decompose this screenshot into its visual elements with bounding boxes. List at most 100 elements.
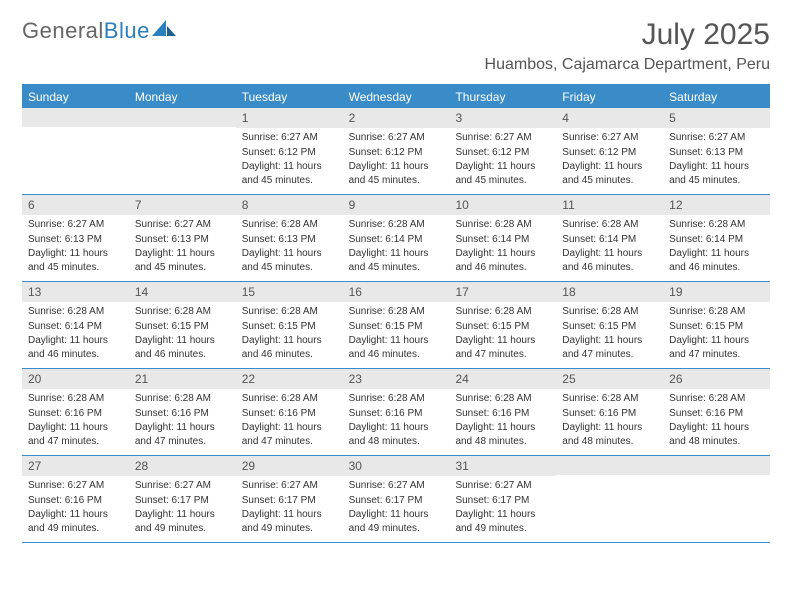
day-cell: 8Sunrise: 6:28 AMSunset: 6:13 PMDaylight… bbox=[236, 195, 343, 281]
day-cell: 19Sunrise: 6:28 AMSunset: 6:15 PMDayligh… bbox=[663, 282, 770, 368]
sunrise-line: Sunrise: 6:28 AM bbox=[455, 392, 550, 406]
day-cell: 18 Sunrise: 6:28 AMSunset: 6:15 PMDayligh… bbox=[556, 282, 663, 368]
sunset-line: Sunset: 6:15 PM bbox=[669, 320, 764, 334]
day-number: 18 bbox=[556, 282, 663, 302]
sunset-line: Sunset: 6:14 PM bbox=[669, 233, 764, 247]
day-number: 26 bbox=[663, 369, 770, 389]
day-info: Sunrise: 6:27 AMSunset: 6:12 PMDaylight:… bbox=[556, 131, 663, 187]
sunrise-line: Sunrise: 6:28 AM bbox=[455, 218, 550, 232]
day-info: Sunrise: 6:28 AMSunset: 6:15 PMDaylight:… bbox=[663, 305, 770, 361]
sunset-line: Sunset: 6:16 PM bbox=[349, 407, 444, 421]
sunset-line: Sunset: 6:17 PM bbox=[455, 494, 550, 508]
day-cell: 23 Sunrise: 6:28 AMSunset: 6:16 PMDayligh… bbox=[343, 369, 450, 455]
sunrise-line: Sunrise: 6:28 AM bbox=[135, 305, 230, 319]
calendar-body: 1Sunrise: 6:27 AMSunset: 6:12 PMDaylight… bbox=[22, 108, 770, 543]
calendar: SundayMondayTuesdayWednesdayThursdayFrid… bbox=[22, 84, 770, 543]
daylight-line: Daylight: 11 hours and 45 minutes. bbox=[242, 247, 337, 274]
day-number: 12 bbox=[663, 195, 770, 215]
day-cell: 5 Sunrise: 6:27 AMSunset: 6:13 PMDaylight… bbox=[663, 108, 770, 194]
daylight-line: Daylight: 11 hours and 45 minutes. bbox=[135, 247, 230, 274]
weekday-header: Thursday bbox=[449, 86, 556, 108]
day-number: 23 bbox=[343, 369, 450, 389]
daylight-line: Daylight: 11 hours and 47 minutes. bbox=[562, 334, 657, 361]
sunrise-line: Sunrise: 6:28 AM bbox=[562, 305, 657, 319]
day-cell: 15 Sunrise: 6:28 AMSunset: 6:15 PMDayligh… bbox=[236, 282, 343, 368]
sunrise-line: Sunrise: 6:28 AM bbox=[455, 305, 550, 319]
daylight-line: Daylight: 11 hours and 46 minutes. bbox=[455, 247, 550, 274]
day-cell: 6Sunrise: 6:27 AMSunset: 6:13 PMDaylight… bbox=[22, 195, 129, 281]
day-cell: 14Sunrise: 6:28 AMSunset: 6:15 PMDayligh… bbox=[129, 282, 236, 368]
day-number: 16 bbox=[343, 282, 450, 302]
day-number: 27 bbox=[22, 456, 129, 476]
daylight-line: Daylight: 11 hours and 47 minutes. bbox=[669, 334, 764, 361]
weekday-header: Saturday bbox=[663, 86, 770, 108]
sunset-line: Sunset: 6:15 PM bbox=[562, 320, 657, 334]
sunrise-line: Sunrise: 6:27 AM bbox=[135, 479, 230, 493]
sunset-line: Sunset: 6:13 PM bbox=[28, 233, 123, 247]
sunset-line: Sunset: 6:16 PM bbox=[242, 407, 337, 421]
day-number: 15 bbox=[236, 282, 343, 302]
day-info: Sunrise: 6:27 AMSunset: 6:13 PMDaylight:… bbox=[663, 131, 770, 187]
sunset-line: Sunset: 6:12 PM bbox=[455, 146, 550, 160]
sunset-line: Sunset: 6:14 PM bbox=[562, 233, 657, 247]
day-number: 14 bbox=[129, 282, 236, 302]
day-info: Sunrise: 6:27 AMSunset: 6:13 PMDaylight:… bbox=[129, 218, 236, 274]
daylight-line: Daylight: 11 hours and 45 minutes. bbox=[455, 160, 550, 187]
weekday-header: Sunday bbox=[22, 86, 129, 108]
sunset-line: Sunset: 6:12 PM bbox=[562, 146, 657, 160]
day-cell: 20 Sunrise: 6:28 AMSunset: 6:16 PMDayligh… bbox=[22, 369, 129, 455]
day-number: 5 bbox=[663, 108, 770, 128]
day-info: Sunrise: 6:28 AMSunset: 6:15 PMDaylight:… bbox=[449, 305, 556, 361]
weekday-header: Tuesday bbox=[236, 86, 343, 108]
day-info: Sunrise: 6:28 AMSunset: 6:15 PMDaylight:… bbox=[236, 305, 343, 361]
day-cell: 3Sunrise: 6:27 AMSunset: 6:12 PMDaylight… bbox=[449, 108, 556, 194]
sunrise-line: Sunrise: 6:28 AM bbox=[669, 305, 764, 319]
sunset-line: Sunset: 6:16 PM bbox=[562, 407, 657, 421]
brand-part1: General bbox=[22, 18, 104, 44]
daylight-line: Daylight: 11 hours and 48 minutes. bbox=[669, 421, 764, 448]
day-cell: 7Sunrise: 6:27 AMSunset: 6:13 PMDaylight… bbox=[129, 195, 236, 281]
day-cell: 29Sunrise: 6:27 AMSunset: 6:17 PMDayligh… bbox=[236, 456, 343, 542]
day-number: 22 bbox=[236, 369, 343, 389]
day-cell bbox=[129, 108, 236, 194]
day-number: 6 bbox=[22, 195, 129, 215]
day-info: Sunrise: 6:28 AMSunset: 6:16 PMDaylight:… bbox=[343, 392, 450, 448]
day-cell bbox=[22, 108, 129, 194]
daylight-line: Daylight: 11 hours and 45 minutes. bbox=[349, 247, 444, 274]
sunset-line: Sunset: 6:12 PM bbox=[349, 146, 444, 160]
sunrise-line: Sunrise: 6:27 AM bbox=[669, 131, 764, 145]
sunrise-line: Sunrise: 6:27 AM bbox=[135, 218, 230, 232]
sunrise-line: Sunrise: 6:28 AM bbox=[562, 218, 657, 232]
daylight-line: Daylight: 11 hours and 48 minutes. bbox=[562, 421, 657, 448]
daylight-line: Daylight: 11 hours and 45 minutes. bbox=[349, 160, 444, 187]
sunrise-line: Sunrise: 6:28 AM bbox=[28, 392, 123, 406]
day-number: 30 bbox=[343, 456, 450, 476]
sunset-line: Sunset: 6:13 PM bbox=[242, 233, 337, 247]
sunrise-line: Sunrise: 6:27 AM bbox=[242, 479, 337, 493]
sunset-line: Sunset: 6:14 PM bbox=[28, 320, 123, 334]
daylight-line: Daylight: 11 hours and 46 minutes. bbox=[242, 334, 337, 361]
weekday-header: Monday bbox=[129, 86, 236, 108]
sunset-line: Sunset: 6:16 PM bbox=[28, 407, 123, 421]
day-info: Sunrise: 6:27 AMSunset: 6:17 PMDaylight:… bbox=[449, 479, 556, 535]
day-cell: 16Sunrise: 6:28 AMSunset: 6:15 PMDayligh… bbox=[343, 282, 450, 368]
sunset-line: Sunset: 6:17 PM bbox=[349, 494, 444, 508]
day-cell: 21Sunrise: 6:28 AMSunset: 6:16 PMDayligh… bbox=[129, 369, 236, 455]
sunset-line: Sunset: 6:16 PM bbox=[669, 407, 764, 421]
day-info: Sunrise: 6:28 AMSunset: 6:16 PMDaylight:… bbox=[129, 392, 236, 448]
day-info: Sunrise: 6:28 AMSunset: 6:16 PMDaylight:… bbox=[663, 392, 770, 448]
sunset-line: Sunset: 6:15 PM bbox=[242, 320, 337, 334]
daylight-line: Daylight: 11 hours and 47 minutes. bbox=[28, 421, 123, 448]
day-info: Sunrise: 6:28 AMSunset: 6:14 PMDaylight:… bbox=[449, 218, 556, 274]
sunrise-line: Sunrise: 6:28 AM bbox=[28, 305, 123, 319]
daylight-line: Daylight: 11 hours and 49 minutes. bbox=[455, 508, 550, 535]
day-number: 24 bbox=[449, 369, 556, 389]
daylight-line: Daylight: 11 hours and 45 minutes. bbox=[242, 160, 337, 187]
daylight-line: Daylight: 11 hours and 49 minutes. bbox=[349, 508, 444, 535]
day-info: Sunrise: 6:28 AMSunset: 6:15 PMDaylight:… bbox=[556, 305, 663, 361]
day-number: 20 bbox=[22, 369, 129, 389]
day-info: Sunrise: 6:28 AMSunset: 6:16 PMDaylight:… bbox=[449, 392, 556, 448]
daylight-line: Daylight: 11 hours and 46 minutes. bbox=[135, 334, 230, 361]
day-cell: 9Sunrise: 6:28 AMSunset: 6:14 PMDaylight… bbox=[343, 195, 450, 281]
day-info: Sunrise: 6:28 AMSunset: 6:14 PMDaylight:… bbox=[22, 305, 129, 361]
